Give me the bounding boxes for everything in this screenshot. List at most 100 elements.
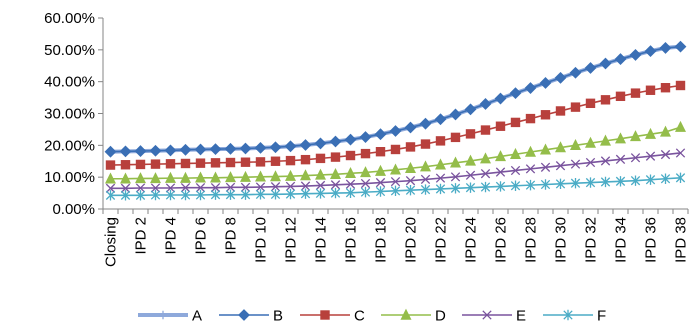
data-point-B xyxy=(524,82,537,94)
data-point-B xyxy=(434,113,447,126)
data-point-C xyxy=(255,157,266,167)
data-point-B xyxy=(194,143,207,156)
legend-marker-F xyxy=(563,309,573,321)
data-point-D xyxy=(209,171,222,183)
legend-label-F: F xyxy=(597,308,606,325)
x-tick-label: IPD 38 xyxy=(673,217,690,263)
data-point-E xyxy=(405,176,416,186)
data-point-F xyxy=(435,183,446,195)
data-point-E xyxy=(300,181,311,191)
data-point-D xyxy=(359,166,372,178)
data-point-C xyxy=(375,147,386,157)
legend-item-D: D xyxy=(381,308,446,325)
data-point-E xyxy=(555,161,566,171)
data-point-D xyxy=(599,134,612,146)
data-point-D xyxy=(479,152,492,164)
data-point-C xyxy=(345,150,356,161)
x-axis: Closing IPD 2 IPD 4 IPD 6 IPD 8 IPD 10 IPD 12 I… xyxy=(102,208,690,267)
data-point-D xyxy=(119,172,132,184)
data-point-F xyxy=(195,189,206,201)
data-point-E xyxy=(390,176,401,187)
data-point-B xyxy=(374,128,387,141)
x-tick-label: IPD 6 xyxy=(193,217,210,255)
data-point-D xyxy=(434,158,447,170)
data-point-E xyxy=(150,183,161,193)
y-tick-label: 20.00% xyxy=(44,137,95,154)
data-point-F xyxy=(480,181,491,193)
data-point-C xyxy=(540,110,551,120)
data-point-C xyxy=(615,91,626,102)
x-tick-label: IPD 20 xyxy=(403,217,420,263)
data-point-E xyxy=(195,183,206,193)
data-point-C xyxy=(630,88,641,98)
data-point-F xyxy=(150,189,161,201)
data-point-B xyxy=(164,144,177,157)
data-point-E xyxy=(315,180,326,191)
data-point-F xyxy=(210,189,221,200)
data-point-D xyxy=(449,156,462,168)
data-point-D xyxy=(344,167,357,179)
data-point-F xyxy=(165,189,176,201)
data-point-C xyxy=(420,139,431,149)
data-point-C xyxy=(105,160,116,170)
data-point-B xyxy=(329,135,342,148)
data-point-E xyxy=(135,183,146,193)
data-point-C xyxy=(270,156,281,166)
data-point-E xyxy=(585,157,596,168)
data-point-E xyxy=(165,183,176,193)
y-tick-label: 50.00% xyxy=(44,42,95,59)
x-tick-label: IPD 22 xyxy=(433,217,450,263)
data-point-B xyxy=(494,92,507,105)
legend-label-C: C xyxy=(354,308,365,325)
data-point-C xyxy=(165,159,176,169)
y-tick-label: 30.00% xyxy=(44,106,95,123)
data-point-D xyxy=(644,127,657,139)
data-point-F xyxy=(180,189,191,201)
data-point-F xyxy=(600,176,611,188)
legend-label-B: B xyxy=(273,308,283,325)
legend-label-A: A xyxy=(192,308,202,325)
data-point-F xyxy=(345,187,356,198)
legend-marker-A xyxy=(158,310,168,320)
data-point-E xyxy=(180,183,191,193)
data-point-E xyxy=(570,159,581,169)
data-point-D xyxy=(524,145,537,157)
series-D xyxy=(104,120,687,184)
data-point-B xyxy=(179,143,192,156)
data-point-B xyxy=(344,133,357,146)
data-point-F xyxy=(570,178,581,189)
data-point-B xyxy=(674,40,687,53)
x-tick-label: IPD 34 xyxy=(613,217,630,263)
data-point-B xyxy=(479,98,492,110)
data-point-C xyxy=(180,158,191,169)
data-point-F xyxy=(330,187,341,199)
data-point-B xyxy=(599,57,612,70)
data-point-C xyxy=(465,129,476,139)
data-point-B xyxy=(614,53,627,65)
legend-marker-B xyxy=(238,309,250,321)
data-point-B xyxy=(554,71,567,84)
data-point-D xyxy=(254,170,267,182)
data-point-F xyxy=(285,188,296,200)
data-point-C xyxy=(315,153,326,164)
data-point-E xyxy=(270,182,281,192)
data-point-F xyxy=(405,185,416,196)
x-tick-label: IPD 8 xyxy=(223,217,240,255)
data-point-D xyxy=(509,147,522,159)
data-point-F xyxy=(645,174,656,185)
data-point-C xyxy=(225,157,236,168)
data-point-F xyxy=(390,185,401,197)
y-tick-label: 40.00% xyxy=(44,74,95,91)
data-point-F xyxy=(360,186,371,198)
data-point-B xyxy=(314,137,327,150)
data-point-E xyxy=(420,174,431,185)
data-point-C xyxy=(390,144,401,155)
data-point-F xyxy=(630,175,641,186)
data-point-E xyxy=(645,151,656,161)
data-point-F xyxy=(555,178,566,190)
data-point-D xyxy=(584,136,597,148)
data-point-B xyxy=(359,131,372,143)
data-point-B xyxy=(569,66,582,79)
data-point-B xyxy=(389,125,402,137)
data-point-C xyxy=(135,159,146,170)
